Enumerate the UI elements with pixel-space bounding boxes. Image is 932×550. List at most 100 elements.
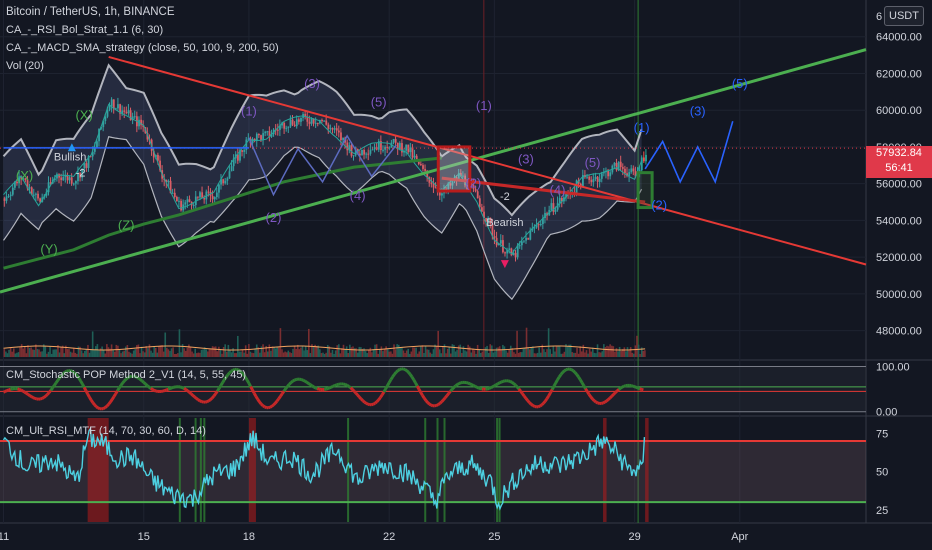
volume-bar bbox=[17, 352, 20, 357]
volume-bar bbox=[634, 345, 637, 357]
wave-label: (3) bbox=[690, 104, 706, 119]
stoch-line bbox=[522, 395, 528, 400]
volume-bar bbox=[88, 352, 91, 357]
candle-body bbox=[434, 187, 437, 189]
volume-bar bbox=[263, 352, 266, 357]
stoch-line bbox=[244, 376, 249, 381]
volume-bar bbox=[82, 353, 84, 357]
volume-bar bbox=[123, 350, 126, 357]
volume-bar bbox=[259, 352, 261, 357]
volume-bar bbox=[522, 348, 525, 357]
volume-bar bbox=[467, 344, 469, 357]
stoch-line bbox=[449, 388, 454, 393]
volume-bar bbox=[311, 344, 313, 357]
volume-bar bbox=[93, 349, 96, 357]
candle-body bbox=[279, 125, 281, 130]
wave-zigzag bbox=[248, 134, 397, 197]
candle-body bbox=[121, 110, 124, 114]
volume-bar bbox=[623, 347, 626, 357]
volume-bar bbox=[492, 352, 495, 357]
stoch-line bbox=[110, 395, 116, 401]
candle-body bbox=[26, 180, 29, 189]
volume-bar bbox=[464, 350, 466, 357]
volume-bar bbox=[508, 349, 510, 357]
bollinger-basis bbox=[3, 103, 643, 255]
volume-bar bbox=[423, 352, 425, 357]
volume-bar bbox=[489, 344, 492, 357]
candle-body bbox=[537, 224, 540, 226]
candle-body bbox=[369, 150, 372, 154]
volume-bar bbox=[595, 353, 597, 357]
stoch-line bbox=[419, 391, 424, 397]
candle-body bbox=[218, 184, 220, 193]
stoch-line bbox=[374, 400, 378, 405]
stoch-line bbox=[305, 381, 310, 385]
candle-body bbox=[140, 119, 143, 126]
currency-button[interactable]: USDT bbox=[884, 6, 924, 26]
stoch-line bbox=[407, 371, 412, 376]
volume-bar bbox=[47, 351, 50, 357]
volume-bar bbox=[383, 349, 386, 357]
volume-bar bbox=[265, 346, 268, 357]
volume-bar bbox=[388, 351, 391, 357]
volume-bar bbox=[106, 344, 108, 357]
volume-bar bbox=[170, 348, 173, 357]
volume-bar bbox=[230, 352, 233, 357]
volume-bar bbox=[484, 347, 487, 357]
candle-body bbox=[89, 156, 92, 158]
candle-body bbox=[493, 236, 496, 238]
candle-body bbox=[447, 183, 450, 191]
candle-body bbox=[459, 172, 462, 177]
volume-bar bbox=[225, 351, 228, 357]
wave-label: (1) bbox=[241, 104, 257, 119]
volume-bar bbox=[599, 352, 602, 357]
stoch-line bbox=[165, 387, 169, 392]
stoch-line bbox=[614, 389, 619, 394]
volume-bar bbox=[532, 346, 534, 357]
volume-bar bbox=[588, 348, 591, 357]
volume-bar bbox=[251, 352, 253, 357]
volume-bar bbox=[270, 350, 272, 357]
candle-body bbox=[295, 119, 298, 127]
x-tick-label: 18 bbox=[243, 531, 255, 543]
stoch-line bbox=[232, 367, 236, 372]
stoch-line bbox=[467, 381, 471, 386]
volume-bar bbox=[487, 352, 490, 357]
stoch-line bbox=[149, 387, 154, 391]
volume-bar bbox=[28, 347, 31, 357]
candle-body bbox=[39, 198, 42, 202]
indicator-legend-macd[interactable]: CA_-_MACD_SMA_strategy (close, 50, 100, … bbox=[6, 42, 279, 54]
candle-body bbox=[474, 188, 477, 192]
candle-body bbox=[624, 168, 626, 174]
stoch-line bbox=[565, 367, 569, 372]
stoch-line bbox=[109, 398, 114, 403]
wave-label: (4) bbox=[350, 188, 366, 203]
stoch-line bbox=[360, 397, 364, 402]
stoch-line bbox=[116, 387, 121, 392]
volume-bar bbox=[14, 353, 17, 357]
rsi-legend[interactable]: CM_Ult_RSI_MTF (14, 70, 30, 60, D, 14) bbox=[6, 425, 206, 437]
volume-bar bbox=[391, 353, 394, 357]
volume-bar bbox=[366, 353, 368, 357]
stoch-line bbox=[454, 383, 459, 387]
price-series bbox=[3, 97, 647, 262]
candle-body bbox=[382, 149, 384, 151]
volume-bar bbox=[300, 347, 302, 357]
candle-body bbox=[380, 141, 382, 151]
stoch-line bbox=[275, 397, 280, 403]
candle-body bbox=[632, 168, 635, 172]
stoch-line bbox=[307, 382, 312, 386]
stochastic-legend[interactable]: CM_Stochastic POP Method 2_V1 (14, 5, 55… bbox=[6, 369, 247, 381]
volume-bar bbox=[506, 352, 509, 357]
volume-bar bbox=[375, 344, 378, 357]
volume-bar bbox=[328, 346, 331, 357]
candle-body bbox=[3, 198, 6, 201]
stoch-line bbox=[478, 386, 481, 390]
stoch-line bbox=[569, 367, 572, 372]
stoch-line bbox=[272, 402, 277, 407]
stoch-line bbox=[444, 394, 449, 399]
indicator-legend-rsi-bol[interactable]: CA_-_RSI_Bol_Strat_1.1 (6, 30) bbox=[6, 24, 164, 36]
indicator-legend-vol[interactable]: Vol (20) bbox=[6, 60, 44, 72]
volume-bar bbox=[246, 353, 249, 357]
volume-bar bbox=[350, 347, 353, 357]
